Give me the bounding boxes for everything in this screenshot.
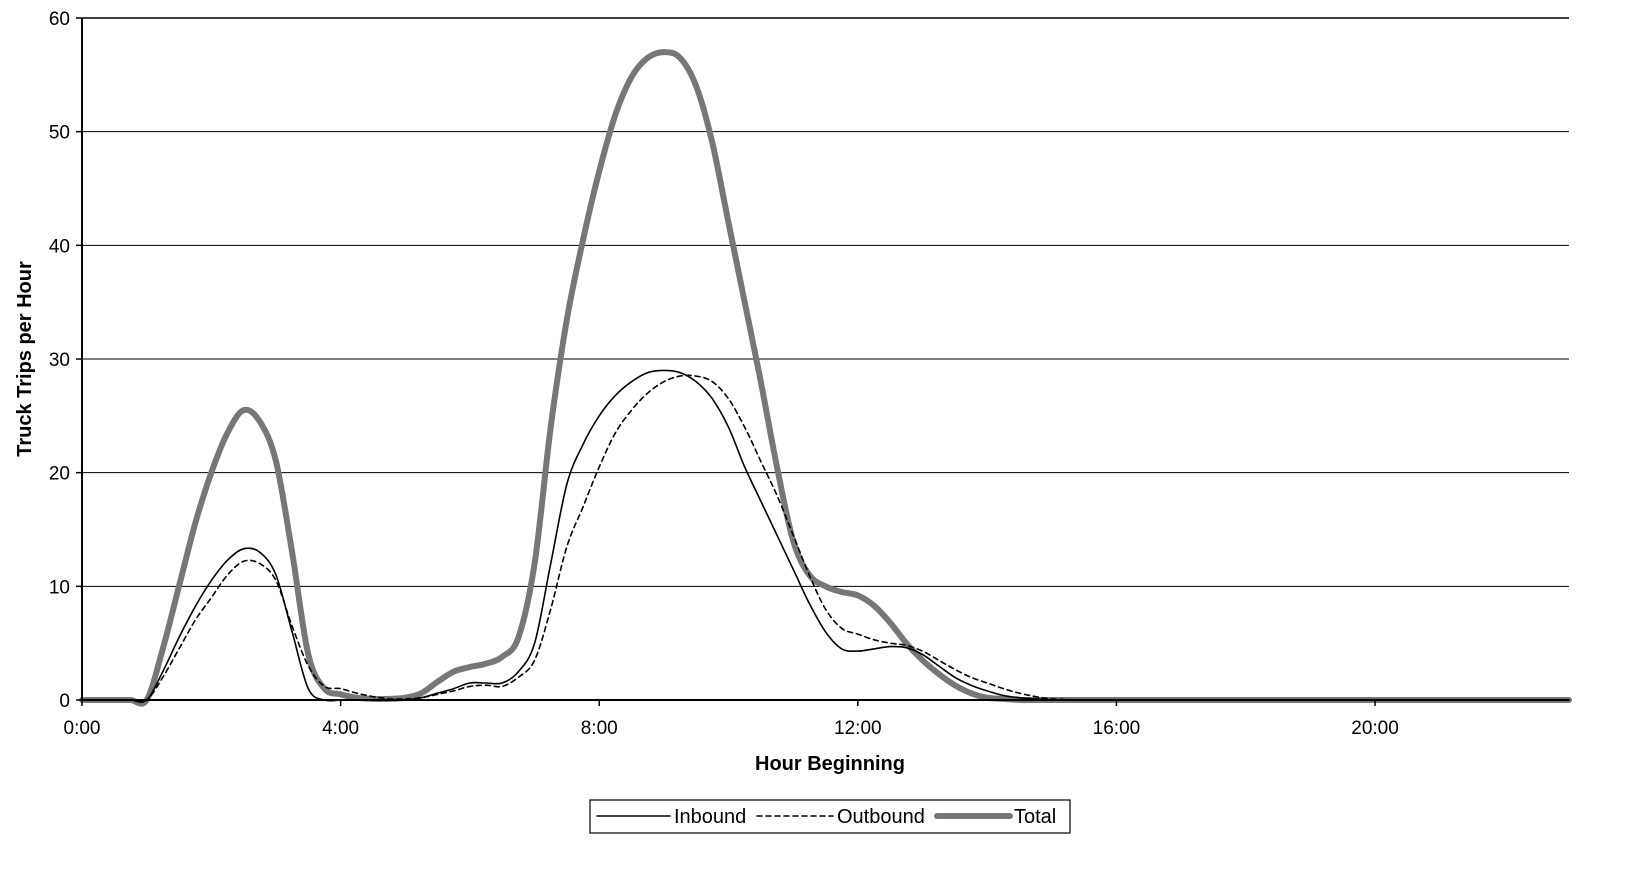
y-tick-label: 10 (49, 577, 70, 598)
legend-label-inbound: Inbound (674, 806, 746, 828)
x-tick-label: 4:00 (322, 718, 359, 739)
axes (76, 17, 1569, 706)
series-line-outbound (81, 374, 1570, 703)
y-tick-label: 60 (49, 9, 70, 30)
series-lines (79, 49, 1572, 707)
legend-label-outbound: Outbound (837, 806, 925, 828)
y-tick-label: 50 (49, 123, 70, 144)
y-tick-label: 30 (49, 350, 70, 371)
y-tick-label: 20 (49, 464, 70, 485)
series-line-total (79, 49, 1572, 707)
x-tick-label: 12:00 (834, 718, 882, 739)
x-tick-label: 16:00 (1093, 718, 1141, 739)
x-tick-label: 20:00 (1351, 718, 1399, 739)
legend-label-total: Total (1014, 806, 1056, 828)
legend: Inbound Outbound Total (589, 799, 1071, 834)
x-tick-label: 0:00 (64, 718, 101, 739)
series-line-inbound (81, 369, 1570, 703)
y-axis-title: Truck Trips per Hour (14, 261, 36, 457)
y-tick-label: 40 (49, 236, 70, 257)
gridlines (82, 17, 1569, 587)
tick-labels: 0 10 20 30 40 50 60 0:00 4:00 8:00 12:00 16:00 20:00 (49, 9, 1399, 739)
x-axis-title: Hour Beginning (755, 753, 905, 775)
y-tick-label: 0 (59, 691, 70, 712)
x-tick-label: 8:00 (581, 718, 618, 739)
